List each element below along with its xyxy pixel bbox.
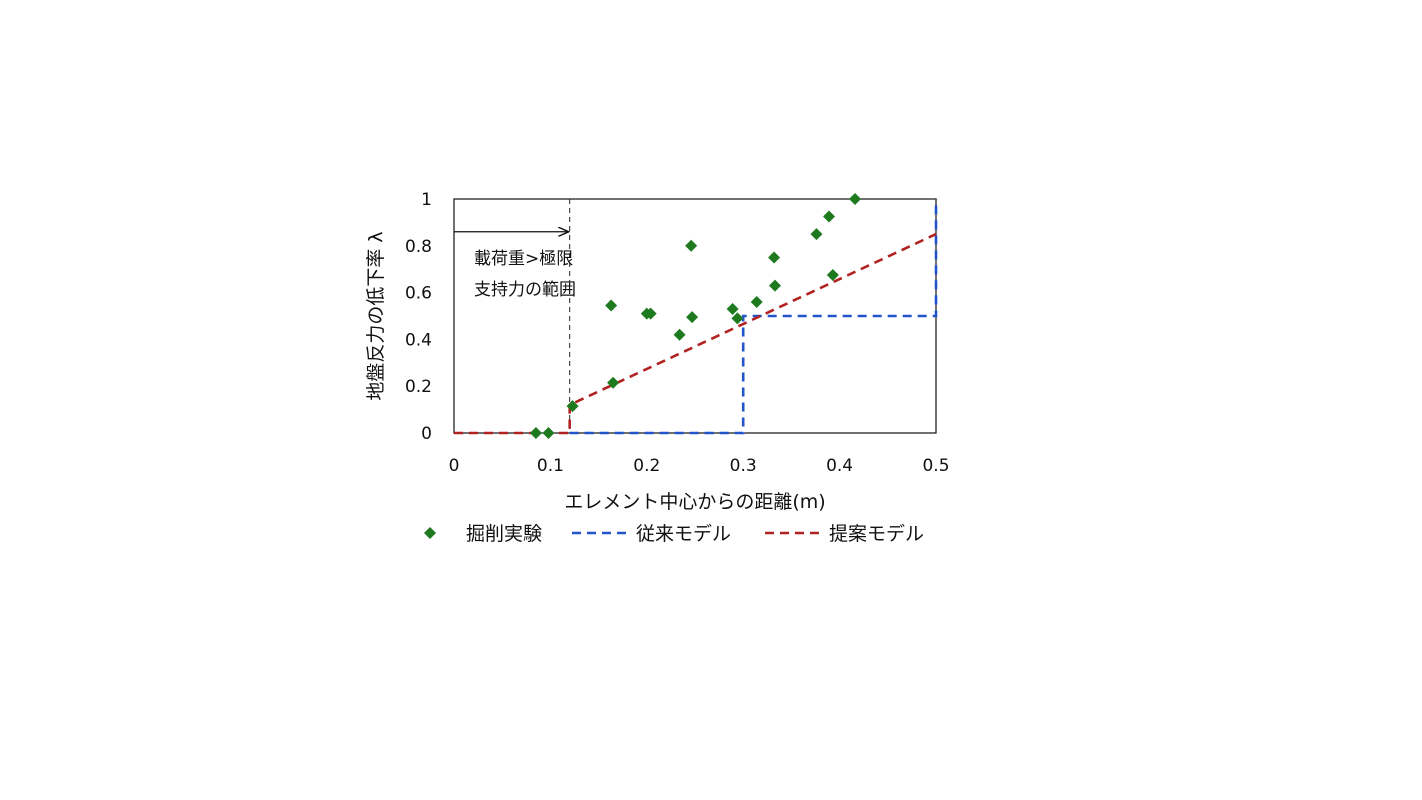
x-tick-label: 0.5 [922,456,949,476]
x-tick-label: 0.1 [537,456,564,476]
y-axis-label: 地盤反力の低下率 λ [365,231,387,400]
x-tick-label: 0.4 [826,456,853,476]
data-point [750,295,763,308]
x-tick-label: 0.2 [633,456,660,476]
y-tick-label: 0.6 [405,284,432,304]
annotation-text: 載荷重>極限 [474,249,573,269]
y-tick-label: 0.2 [405,377,432,397]
data-point [685,239,698,252]
data-point [768,251,781,264]
x-tick-label: 0.3 [730,456,757,476]
legend-label: 従来モデル [636,523,731,545]
data-point [849,193,862,205]
series-line [454,232,937,435]
data-point [605,299,618,312]
data-point [769,279,782,292]
data-point [810,228,823,241]
x-axis-label: エレメント中心からの距離(m) [564,491,825,513]
y-tick-label: 1 [421,190,432,210]
data-point [529,427,542,439]
data-point [644,307,657,320]
annotation-text: 支持力の範囲 [474,280,576,300]
legend-marker [424,527,436,539]
data-point [686,311,699,324]
data-point [673,328,686,341]
data-point [607,376,620,389]
y-tick-label: 0 [421,424,432,444]
x-tick-label: 0 [449,456,460,476]
data-point [542,427,555,439]
data-point [731,312,744,325]
y-tick-label: 0.8 [405,237,432,257]
legend-label: 提案モデル [829,523,924,545]
series-line [569,199,938,435]
data-point [822,210,835,223]
data-point [826,269,839,282]
legend-label: 掘削実験 [466,523,542,545]
data-point [566,400,579,413]
data-point [726,302,739,315]
y-tick-label: 0.4 [405,330,432,350]
